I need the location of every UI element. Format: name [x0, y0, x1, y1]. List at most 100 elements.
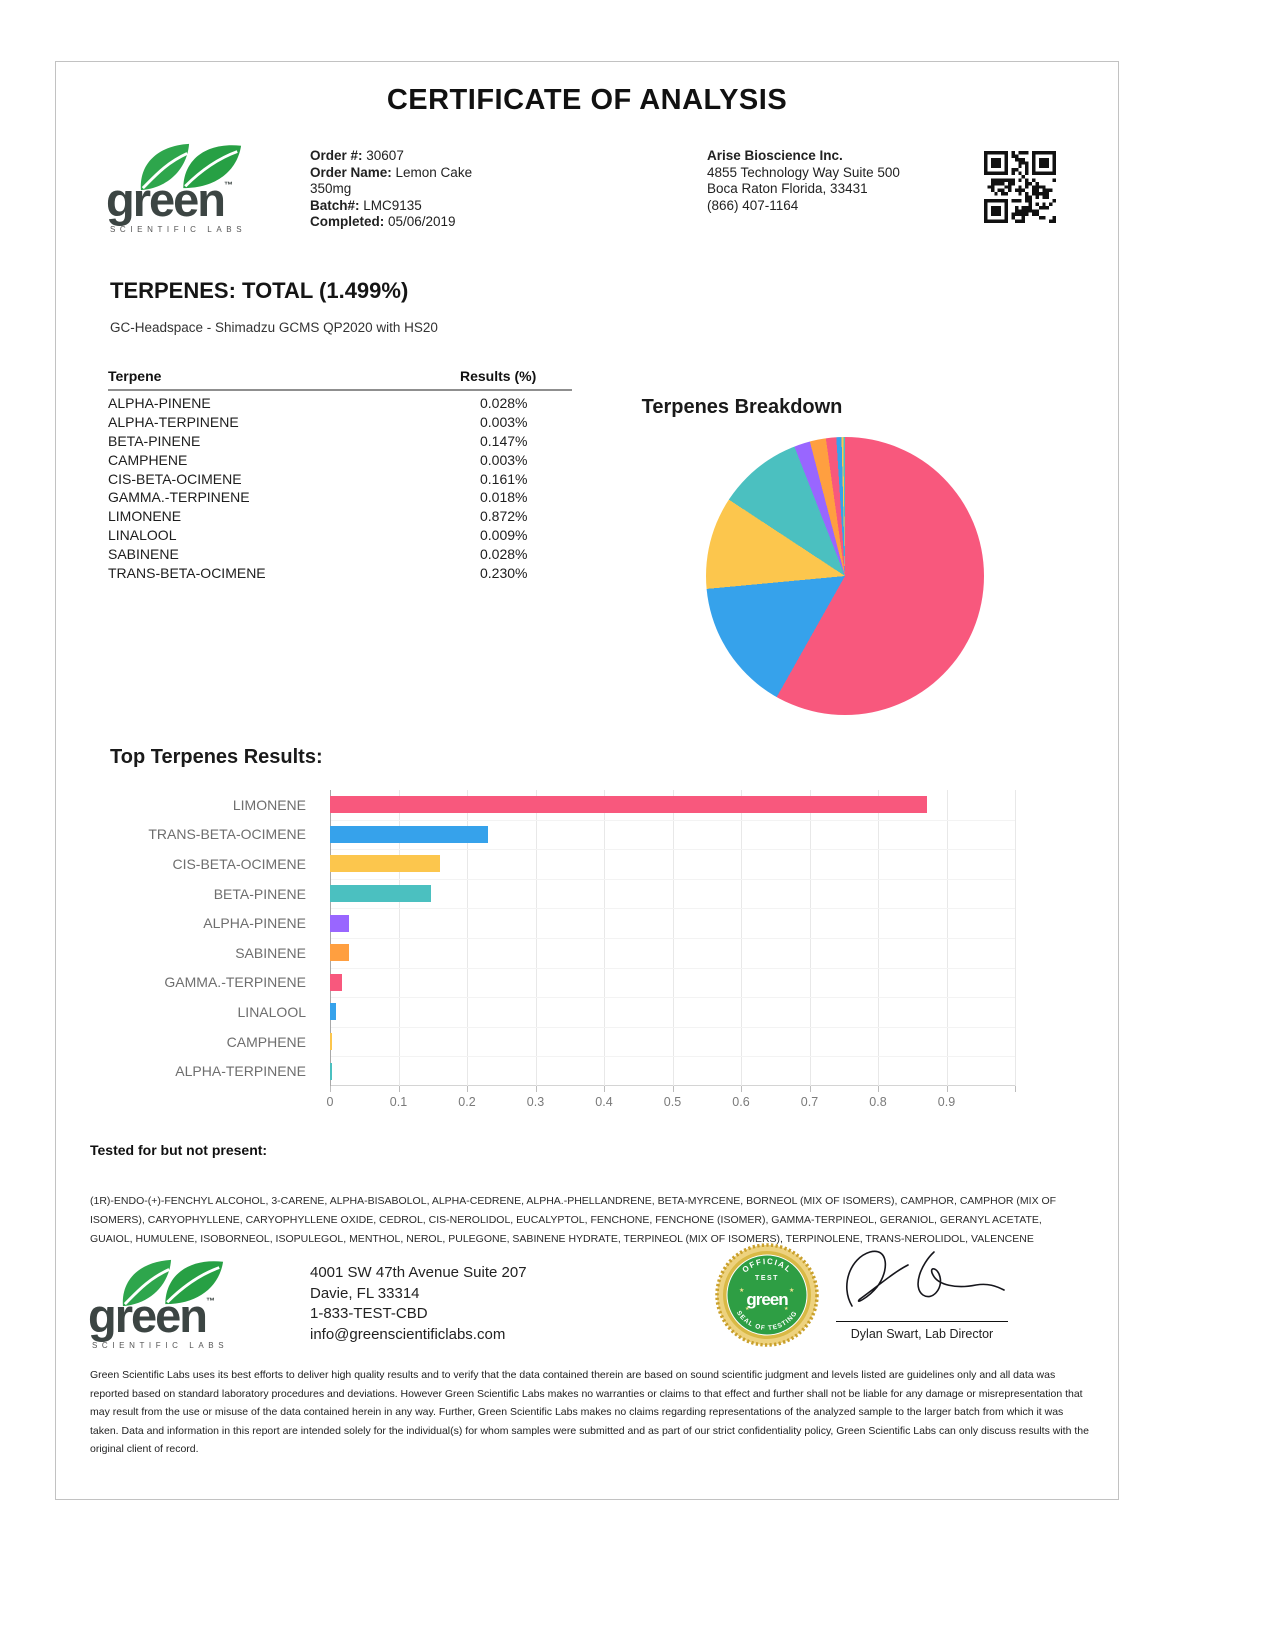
- tick-mark: [878, 1086, 879, 1092]
- x-axis-ticks: 0 0.1 0.2 0.3 0.4 0.5 0.6 0.7 0.8 0.9: [327, 1086, 1016, 1114]
- trademark-symbol: ™: [224, 180, 233, 190]
- bar-row: [330, 849, 1015, 879]
- axis-tick-label: 0.7: [800, 1095, 819, 1109]
- client-info: Arise Bioscience Inc. 4855 Technology Wa…: [707, 148, 900, 214]
- table-header: Terpene Results (%): [108, 368, 572, 391]
- terpene-name: GAMMA.-TERPINENE: [108, 489, 250, 506]
- trademark-symbol: ™: [206, 1296, 215, 1306]
- contact-line: info@greenscientificlabs.com: [310, 1325, 506, 1343]
- bar-label: CIS-BETA-OCIMENE: [172, 855, 306, 872]
- y-axis-line: [330, 790, 331, 1086]
- order-info-line: Completed: 05/06/2019: [310, 214, 456, 229]
- test-method: GC-Headspace - Shimadzu GCMS QP2020 with…: [110, 320, 438, 335]
- terpene-result: 0.018%: [480, 489, 528, 506]
- bar-row: [330, 968, 1015, 998]
- row-separator: [331, 967, 1015, 969]
- terpene-name: SABINENE: [108, 545, 179, 562]
- bar: [330, 885, 431, 903]
- star-icon: ★: [789, 1287, 794, 1294]
- terpene-result: 0.003%: [480, 414, 528, 431]
- table-row: SABINENE 0.028%: [108, 544, 572, 563]
- tested-not-present-heading: Tested for but not present:: [90, 1142, 268, 1158]
- terpene-name: CIS-BETA-OCIMENE: [108, 470, 242, 487]
- client-phone: (866) 407-1164: [707, 197, 799, 213]
- order-info-line: Order Name: Lemon Cake 350mg: [310, 164, 473, 197]
- disclaimer-text: Green Scientific Labs uses its best effo…: [90, 1369, 1089, 1455]
- bar: [330, 1003, 337, 1021]
- terpene-name: BETA-PINENE: [108, 432, 201, 449]
- bar-row: [330, 820, 1015, 850]
- signatory-name: Dylan Swart, Lab Director: [850, 1327, 994, 1341]
- tested-not-present-list: (1R)-ENDO-(+)-FENCHYL ALCOHOL, 3-CARENE,…: [90, 1195, 1057, 1245]
- bar-row: [330, 790, 1015, 820]
- row-separator: [331, 819, 1015, 821]
- star-icon: ★: [739, 1287, 744, 1294]
- client-address-line2: Boca Raton Florida, 33431: [707, 181, 868, 196]
- bar-chart-title: Top Terpenes Results:: [110, 746, 323, 768]
- row-separator: [331, 849, 1015, 851]
- terpene-name: ALPHA-PINENE: [108, 395, 211, 412]
- table-row: LIMONENE 0.872%: [108, 507, 572, 526]
- tick-mark: [535, 1086, 537, 1092]
- contact-line: Davie, FL 33314: [310, 1284, 420, 1302]
- bar-chart-plot: [330, 790, 1016, 1086]
- brand-tagline: SCIENTIFIC LABS: [92, 1341, 229, 1350]
- bar-row: [330, 938, 1015, 968]
- signature-line: [836, 1321, 1008, 1322]
- bar: [330, 855, 441, 873]
- bar: [330, 796, 928, 814]
- order-info: Order #: 30607 Order Name: Lemon Cake 350…: [310, 148, 485, 231]
- terpene-result: 0.028%: [480, 395, 528, 412]
- pie-chart-title: Terpenes Breakdown: [641, 396, 843, 418]
- axis-tick-label: 0.5: [663, 1095, 682, 1109]
- bar-rows: [330, 790, 1015, 1086]
- bar: [330, 944, 350, 962]
- axis-tick-label: 0.9: [937, 1095, 956, 1109]
- row-separator: [331, 878, 1015, 880]
- bar-label: LINALOOL: [237, 1003, 306, 1020]
- star-icon: ★: [745, 1306, 750, 1312]
- tick-mark: [672, 1086, 674, 1092]
- bar-row: [330, 997, 1015, 1027]
- tick-mark: [467, 1086, 468, 1092]
- terpene-table-body: ALPHA-PINENE 0.028% ALPHA-TERPINENE 0.003% B…: [108, 391, 572, 582]
- table-row: LINALOOL 0.009%: [108, 526, 572, 545]
- bar: [330, 825, 488, 843]
- footer-brand-logo: green™ SCIENTIFIC LABS: [88, 1256, 268, 1350]
- axis-tick-label: 0.8: [869, 1095, 887, 1109]
- table-row: TRANS-BETA-OCIMENE 0.230%: [108, 563, 572, 582]
- bar-label: CAMPHENE: [226, 1033, 306, 1050]
- terpene-name: LINALOOL: [108, 526, 177, 543]
- axis-tick-label: 0.1: [389, 1095, 408, 1109]
- contact-line: 1-833-TEST-CBD: [310, 1305, 428, 1322]
- terpene-name: LIMONENE: [108, 508, 182, 525]
- tick-mark: [398, 1086, 400, 1092]
- bar-label: BETA-PINENE: [213, 885, 306, 902]
- terpene-result: 0.003%: [480, 451, 528, 468]
- gridline: [1015, 790, 1016, 1086]
- table-row: CAMPHENE 0.003%: [108, 450, 572, 469]
- table-row: ALPHA-PINENE 0.028%: [108, 394, 572, 413]
- row-separator: [331, 1026, 1015, 1028]
- brand-wordmark: green™: [106, 173, 233, 226]
- column-results: Results (%): [460, 368, 537, 384]
- star-icon: ★: [784, 1306, 789, 1312]
- row-separator: [331, 997, 1015, 999]
- order-info-line: Batch#: LMC9135: [310, 197, 422, 213]
- bar-label: GAMMA.-TERPINENE: [164, 974, 306, 991]
- seal-test-text: TEST: [755, 1275, 779, 1282]
- bar-chart-category-labels: LIMONENE TRANS-BETA-OCIMENE CIS-BETA-OCIME…: [80, 790, 318, 1086]
- contact-line: 4001 SW 47th Avenue Suite 207: [310, 1264, 527, 1281]
- seal-brand-text: green: [746, 1290, 788, 1309]
- client-address-line1: 4855 Technology Way Suite 500: [707, 164, 900, 180]
- bar-label: LIMONENE: [232, 796, 306, 813]
- column-terpene: Terpene: [108, 368, 162, 384]
- terpene-name: CAMPHENE: [108, 451, 188, 468]
- brand-tagline: SCIENTIFIC LABS: [110, 225, 247, 234]
- signature-block: Dylan Swart, Lab Director: [836, 1244, 1008, 1341]
- brand-logo: green™ SCIENTIFIC LABS: [106, 140, 286, 234]
- tick-mark: [604, 1086, 605, 1092]
- terpene-result: 0.872%: [480, 508, 528, 525]
- certification-seal: OFFICIAL TEST ★ ★ ★ ★ green SEAL OF TEST…: [715, 1243, 819, 1347]
- tick-mark: [1015, 1086, 1016, 1092]
